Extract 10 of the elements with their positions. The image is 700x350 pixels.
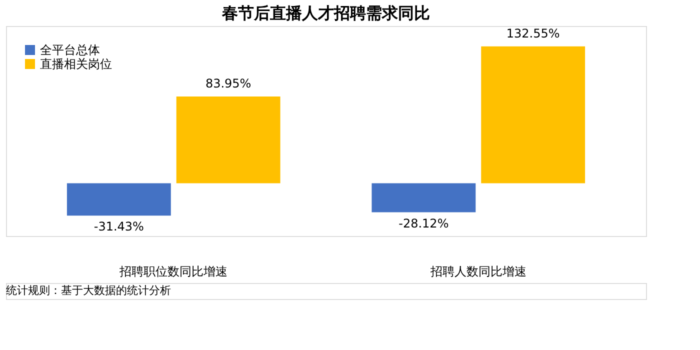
chart-title: 春节后直播人才招聘需求同比 <box>221 4 430 22</box>
text: 统计规则：基于大数据的统计分析 <box>6 284 171 297</box>
data-label: 83.95% <box>205 76 252 91</box>
legend-label: 全平台总体 <box>40 43 100 57</box>
data-label: -28.12% <box>398 216 449 230</box>
x-tick-label: 招聘职位数同比增速 <box>118 264 228 278</box>
data-label: 132.55% <box>506 26 560 40</box>
data-label: -31.43% <box>94 220 144 234</box>
legend-label: 直播相关岗位 <box>40 57 112 71</box>
x-tick-label: 招聘人数同比增速 <box>429 264 526 278</box>
